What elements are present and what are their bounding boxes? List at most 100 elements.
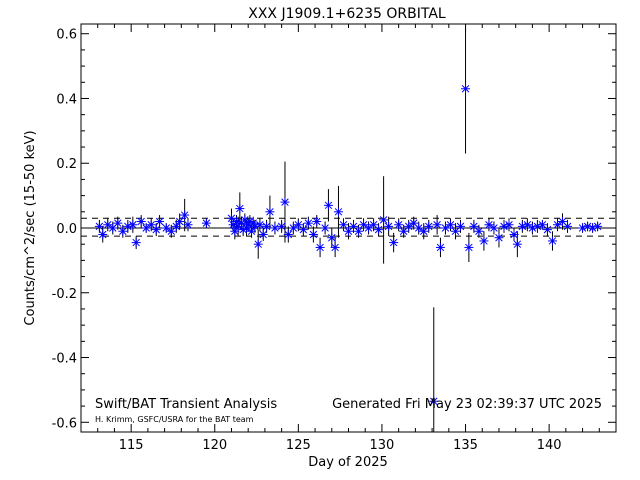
marker-stroke [379,216,388,224]
data-point [128,220,138,230]
marker-stroke [277,222,286,231]
data-point [136,217,146,227]
data-point [445,220,455,230]
marker-stroke [461,85,470,93]
data-point [98,229,108,239]
data-point [247,226,257,236]
marker-stroke [349,222,358,231]
marker-stroke [523,221,532,229]
marker-stroke [241,216,249,224]
marker-stroke [578,224,587,232]
data-point [262,221,272,231]
marker-stroke [409,219,418,227]
data-markers [94,84,603,406]
marker-stroke [389,238,398,247]
data-point [183,220,193,230]
data-point [542,225,552,235]
marker-stroke [202,219,211,227]
data-point [522,220,532,230]
marker-stroke [446,221,455,229]
x-axis: 115 120 125 130 135 140 [97,24,600,453]
data-point [94,221,104,231]
data-point [479,236,489,246]
marker-stroke [262,222,271,231]
data-point [288,223,298,233]
marker-stroke [294,221,303,229]
data-point [484,220,494,230]
data-point [315,242,325,252]
marker-stroke [505,221,513,229]
x-axis-label: Day of 2025 [308,455,388,470]
x-tick-label: 115 [119,438,144,453]
data-point [512,239,522,249]
marker-stroke [583,222,592,231]
marker-stroke [254,240,262,248]
chart-title: XXX J1909.1+6235 ORBITAL [248,6,446,22]
data-point [312,217,322,227]
marker-stroke [231,227,239,235]
marker-stroke [490,224,498,232]
marker-stroke [271,224,279,232]
marker-stroke [155,217,164,226]
data-point [283,229,293,239]
data-point [201,218,211,228]
marker-stroke [548,237,557,245]
data-point [389,238,399,248]
data-point [429,396,439,406]
marker-stroke [374,225,383,234]
y-tick-label: 0.4 [56,92,77,107]
marker-stroke [114,219,122,227]
data-point [333,207,343,217]
marker-stroke [284,230,293,239]
marker-stroke [251,222,259,231]
data-point [364,223,374,233]
data-point [563,221,573,231]
marker-stroke [236,204,244,213]
data-point [359,220,369,230]
marker-stroke [249,219,257,227]
marker-stroke [359,221,368,229]
data-point [323,200,333,210]
marker-stroke [147,221,155,229]
data-point [384,221,394,231]
data-point [489,223,499,233]
data-point [131,238,141,248]
marker-stroke [563,222,572,231]
marker-stroke [510,230,518,239]
data-point [226,213,236,223]
data-point [253,239,263,249]
marker-stroke [95,222,104,231]
marker-stroke [256,221,264,229]
marker-stroke [299,225,308,234]
data-point [330,242,340,252]
data-point [235,204,245,214]
marker-stroke [259,230,267,239]
y-tick-label: 0.0 [56,222,77,237]
data-point [414,223,424,233]
data-point [527,223,537,233]
marker-stroke [339,221,348,229]
data-point [509,229,519,239]
marker-stroke [281,198,289,206]
marker-stroke [369,221,378,229]
data-point [338,220,348,230]
data-point [327,233,337,243]
marker-stroke [172,222,181,231]
marker-stroke [142,224,150,232]
data-point [432,220,442,230]
marker-stroke [480,237,488,245]
data-point [308,229,318,239]
x-tick-label: 125 [286,438,311,453]
x-tick-label: 135 [453,438,478,453]
data-point [230,226,240,236]
data-point [456,221,466,231]
data-point [494,233,504,243]
x-tick-label: 140 [537,438,562,453]
data-point [424,221,434,231]
marker-stroke [558,217,567,226]
marker-stroke [470,222,478,231]
y-axis: -0.6 -0.4 -0.2 0.0 0.2 0.4 0.6 [52,28,616,431]
marker-stroke [180,211,189,219]
data-point [155,217,165,227]
